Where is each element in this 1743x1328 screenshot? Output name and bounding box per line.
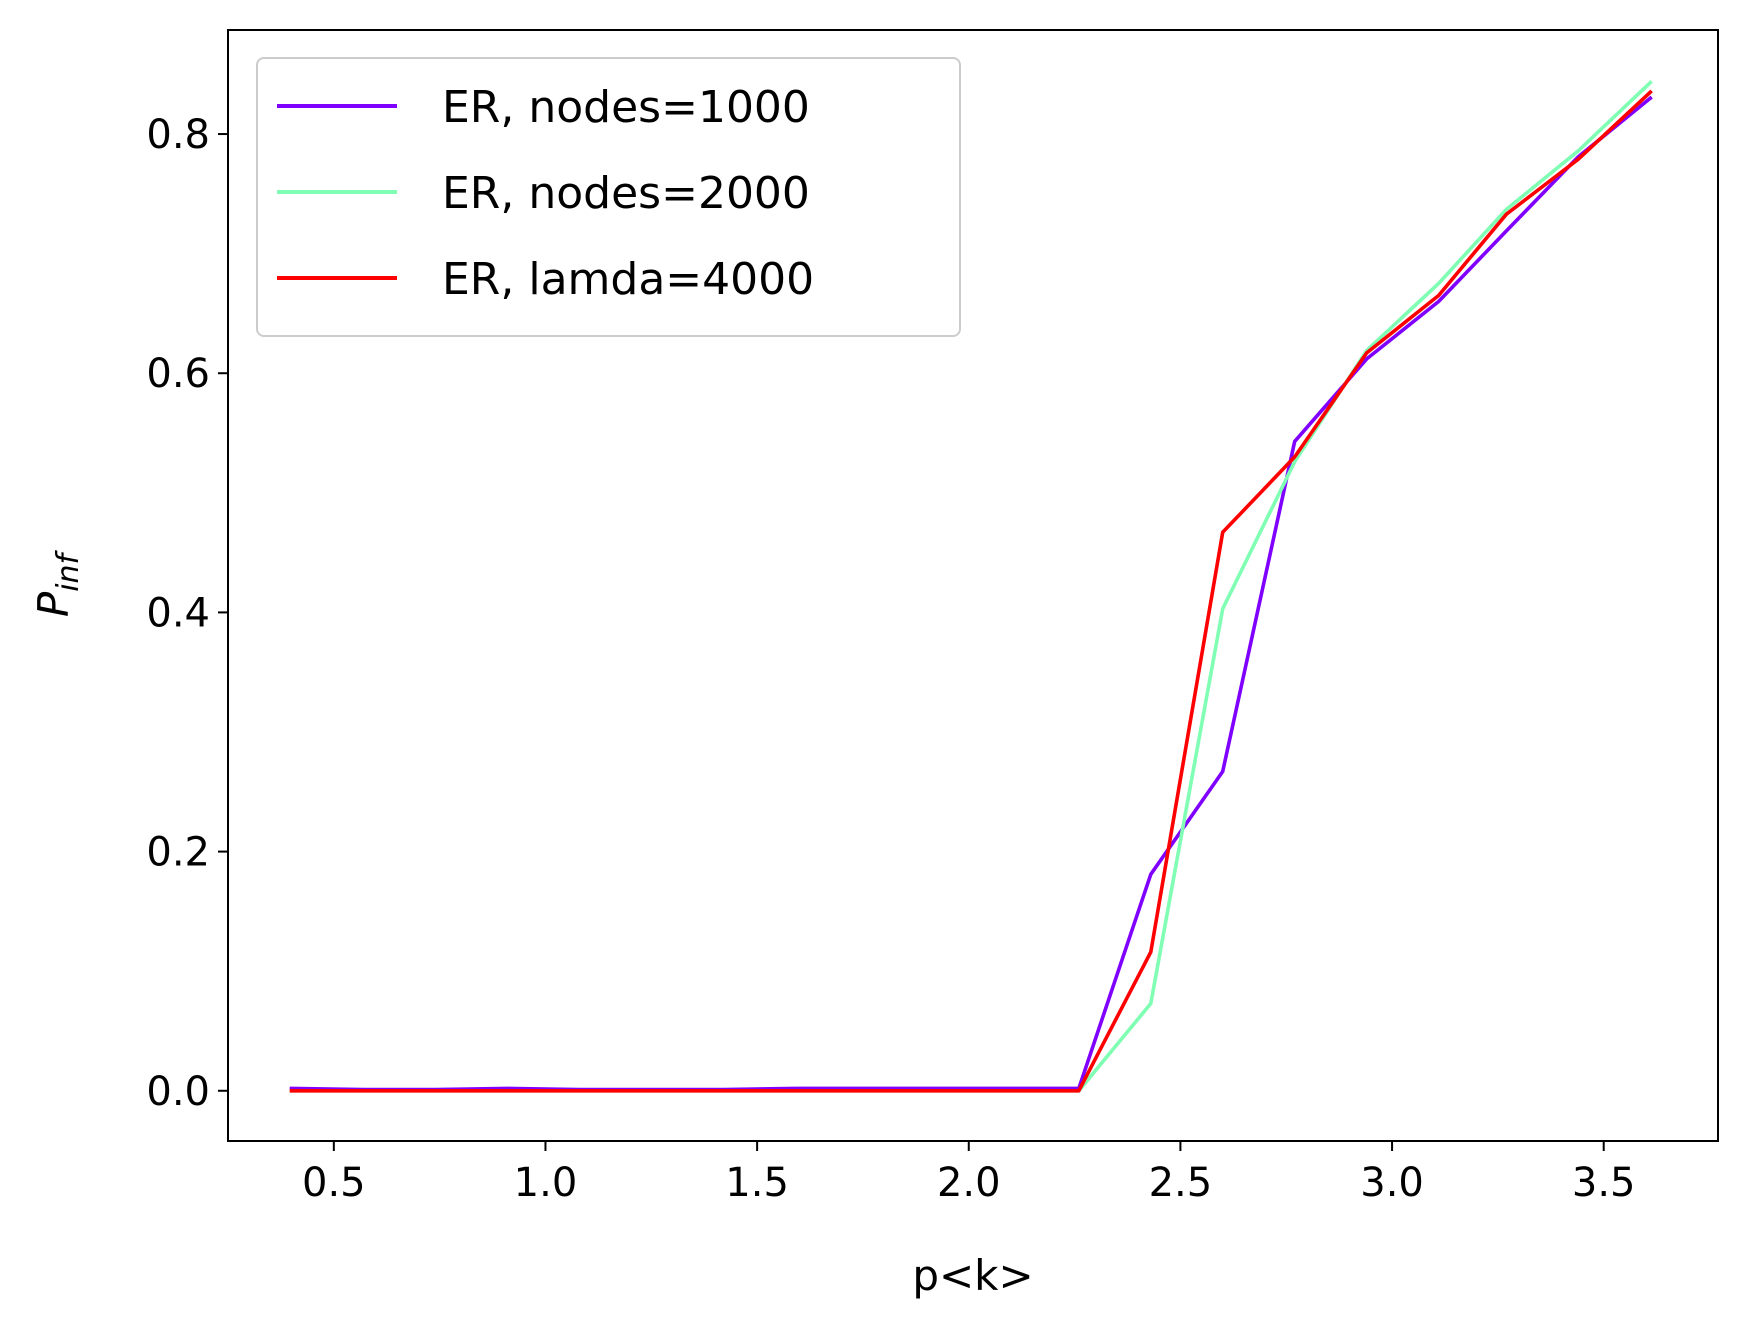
legend-box (256, 57, 961, 337)
legend-label-2: ER, nodes=2000 (442, 168, 810, 219)
legend-label-3: ER, lamda=4000 (442, 254, 814, 305)
x-tick-label: 1.0 (514, 1160, 578, 1206)
x-tick-label: 1.5 (725, 1160, 789, 1206)
y-axis-title: Pinf (29, 549, 86, 617)
y-tick-label: 0.0 (146, 1069, 210, 1115)
legend: ER, nodes=1000 ER, nodes=2000 ER, lamda=40… (256, 57, 961, 337)
x-tick-label: 0.5 (302, 1160, 366, 1206)
legend-label-1: ER, nodes=1000 (442, 82, 810, 133)
x-tick-label: 3.5 (1572, 1160, 1636, 1206)
plot-frame (227, 29, 1719, 1142)
series-line-1 (289, 95, 1653, 1092)
x-tick-label: 2.0 (937, 1160, 1001, 1206)
y-tick-label: 0.2 (146, 830, 210, 876)
y-tick-label: 0.8 (146, 112, 210, 158)
y-axis-title-base: P (29, 591, 78, 617)
y-tick-label: 0.4 (146, 590, 210, 636)
x-axis: 0.5 1.0 1.5 2.0 2.5 3.0 3.5 (302, 1141, 1636, 1206)
y-tick-label: 0.6 (146, 351, 210, 397)
y-axis-title-subscript: inf (51, 549, 86, 591)
series-line-3 (289, 89, 1653, 1093)
x-axis-title: p<k> (912, 1251, 1033, 1300)
x-tick-label: 2.5 (1149, 1160, 1213, 1206)
x-tick-label: 3.0 (1360, 1160, 1424, 1206)
series-layer (289, 80, 1653, 1093)
y-axis: 0.0 0.2 0.4 0.6 0.8 (146, 112, 228, 1115)
